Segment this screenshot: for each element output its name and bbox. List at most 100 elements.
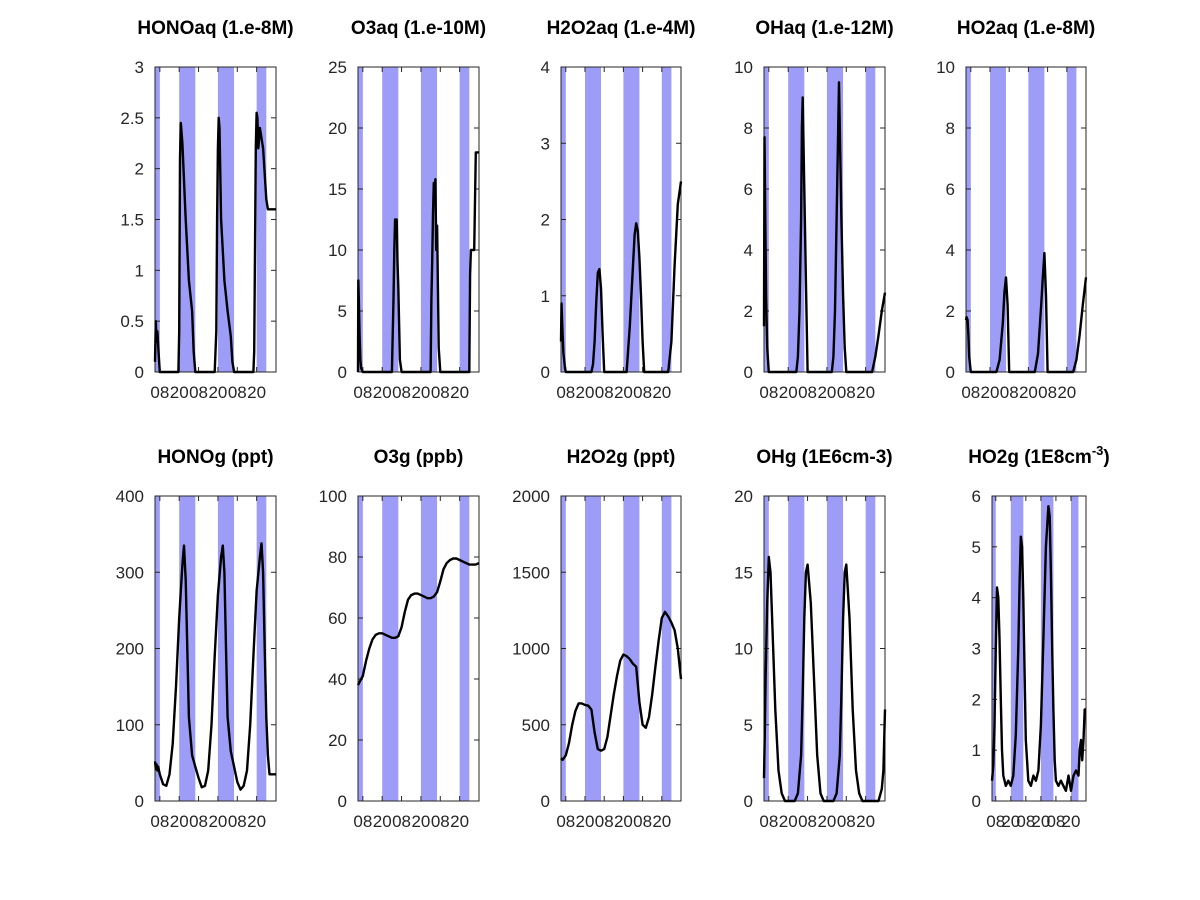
y-tick-label: 80 — [328, 548, 347, 567]
x-tick-label: 20 — [779, 383, 798, 402]
x-tick-label: 08 — [150, 812, 169, 831]
x-tick-label: 08 — [189, 383, 208, 402]
shaded-band — [420, 496, 438, 801]
series-line — [559, 181, 683, 374]
x-tick-label: 20 — [247, 812, 266, 831]
shaded-band — [585, 496, 601, 801]
x-tick-label: 20 — [856, 383, 875, 402]
y-tick-label: 0 — [541, 792, 550, 811]
x-tick-label: 20 — [1061, 812, 1080, 831]
y-tick-label: 2 — [135, 160, 144, 179]
y-tick-label: 2.5 — [120, 109, 144, 128]
y-tick-label: 6 — [946, 180, 955, 199]
x-tick-label: 20 — [614, 812, 633, 831]
shaded-band — [623, 67, 640, 372]
shaded-band — [788, 496, 805, 801]
shaded-band — [1066, 67, 1077, 372]
shaded-band — [865, 496, 876, 801]
y-tick-label: 20 — [734, 487, 753, 506]
y-tick-label: 0 — [338, 363, 347, 382]
x-tick-label: 08 — [150, 383, 169, 402]
y-tick-label: 40 — [328, 670, 347, 689]
y-tick-label: 0 — [946, 363, 955, 382]
series-line — [153, 542, 276, 791]
y-tick-label: 400 — [116, 487, 144, 506]
y-tick-label: 1 — [135, 261, 144, 280]
y-tick-label: 0 — [135, 792, 144, 811]
y-tick-label: 5 — [338, 302, 347, 321]
x-tick-label: 08 — [961, 383, 980, 402]
y-tick-label: 4 — [541, 58, 550, 77]
x-tick-label: 20 — [652, 383, 671, 402]
x-tick-label: 20 — [652, 812, 671, 831]
x-tick-label: 20 — [450, 812, 469, 831]
y-tick-label: 5 — [972, 538, 981, 557]
y-tick-label: 60 — [328, 609, 347, 628]
shaded-band — [256, 67, 267, 372]
subplot-title: HONOaq (1.e-8M) — [137, 18, 293, 39]
x-tick-label: 20 — [411, 812, 430, 831]
x-tick-label: 20 — [1001, 812, 1020, 831]
y-tick-label: 10 — [734, 640, 753, 659]
x-tick-label: 20 — [1057, 383, 1076, 402]
shaded-band — [358, 67, 363, 372]
y-tick-label: 500 — [522, 716, 550, 735]
shaded-band — [585, 67, 601, 372]
x-tick-label: 20 — [576, 812, 595, 831]
y-tick-label: 4 — [946, 241, 955, 260]
y-tick-label: 0 — [744, 363, 753, 382]
x-tick-label: 20 — [450, 383, 469, 402]
x-tick-label: 08 — [1038, 383, 1057, 402]
y-tick-label: 3 — [541, 134, 550, 153]
y-tick-label: 25 — [328, 58, 347, 77]
y-tick-label: 3 — [972, 640, 981, 659]
x-tick-label: 08 — [556, 383, 575, 402]
subplot-title: O3g (ppb) — [374, 447, 464, 468]
y-tick-label: 1500 — [512, 563, 550, 582]
y-tick-label: 0 — [972, 792, 981, 811]
shaded-band — [990, 67, 1006, 372]
x-tick-label: 20 — [981, 383, 1000, 402]
y-tick-label: 100 — [116, 716, 144, 735]
x-tick-label: 20 — [373, 383, 392, 402]
y-tick-label: 0 — [135, 363, 144, 382]
series-line — [153, 111, 276, 374]
series-line — [356, 151, 479, 374]
x-tick-label: 08 — [556, 812, 575, 831]
axes-frame — [357, 495, 480, 802]
subplot-title: H2O2aq (1.e-4M) — [547, 18, 696, 39]
subplot-title: H2O2g (ppt) — [567, 447, 676, 468]
subplot-title: HO2aq (1.e-8M) — [957, 18, 1095, 39]
shaded-band — [382, 496, 399, 801]
x-tick-label: 20 — [170, 812, 189, 831]
y-tick-label: 0 — [338, 792, 347, 811]
subplot-title: HONOg (ppt) — [157, 447, 273, 468]
x-tick-label: 20 — [1031, 812, 1050, 831]
x-tick-label: 20 — [411, 383, 430, 402]
y-tick-label: 15 — [734, 563, 753, 582]
shaded-band — [826, 496, 844, 801]
title-end: ) — [1103, 447, 1109, 468]
y-tick-label: 8 — [744, 119, 753, 138]
y-tick-label: 0.5 — [120, 312, 144, 331]
y-tick-label: 1 — [541, 287, 550, 306]
x-tick-label: 08 — [837, 812, 856, 831]
x-tick-label: 08 — [1000, 383, 1019, 402]
series-line — [356, 557, 480, 686]
y-tick-label: 20 — [328, 119, 347, 138]
subplot-title: OHaq (1.e-12M) — [755, 18, 893, 39]
x-tick-label: 08 — [633, 812, 652, 831]
y-tick-label: 2 — [541, 211, 550, 230]
x-tick-label: 08 — [986, 812, 1005, 831]
x-tick-label: 08 — [798, 383, 817, 402]
x-tick-label: 20 — [247, 383, 266, 402]
y-tick-label: 20 — [328, 731, 347, 750]
shaded-band — [1070, 496, 1079, 801]
y-tick-label: 2000 — [512, 487, 550, 506]
x-tick-label: 20 — [817, 812, 836, 831]
subplot-title: OHg (1E6cm-3) — [756, 447, 892, 468]
